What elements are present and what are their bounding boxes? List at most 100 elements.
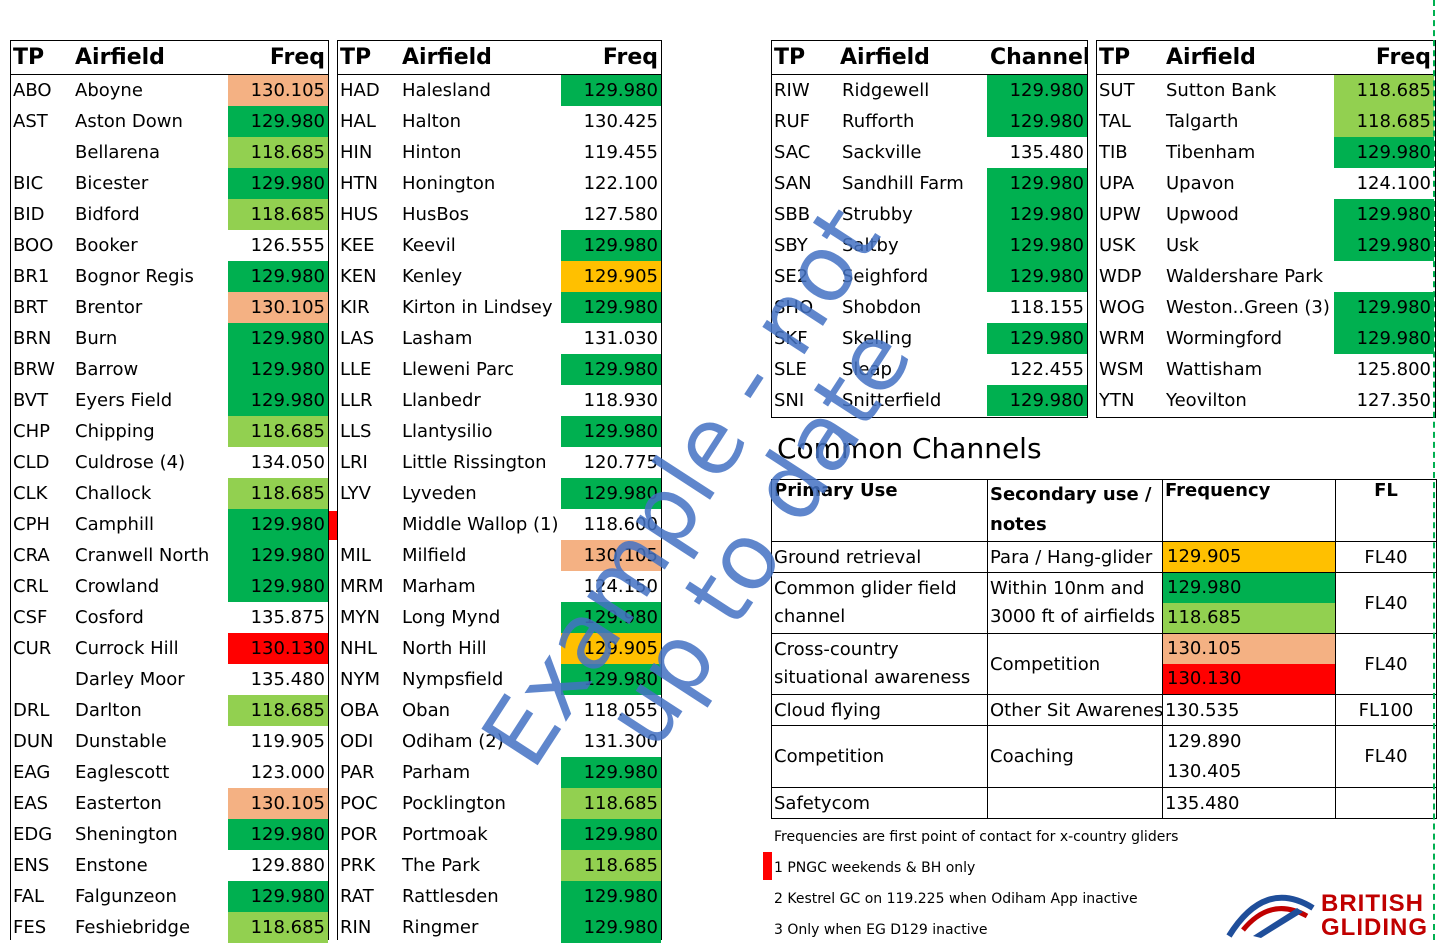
airfield-cell: Wormingford bbox=[1166, 328, 1283, 349]
tp-cell: BR1 bbox=[13, 266, 50, 287]
airfield-cell: Lleweni Parc bbox=[402, 359, 515, 380]
airfield-cell: Portmoak bbox=[402, 824, 488, 845]
tp-cell: BIC bbox=[13, 173, 44, 194]
tp-cell: DRL bbox=[13, 700, 50, 721]
freq-cell: 127.580 bbox=[561, 199, 661, 230]
tp-cell: SUT bbox=[1099, 80, 1135, 101]
airfield-cell: Dunstable bbox=[75, 731, 167, 752]
table-row: MIL Milfield 130.105 bbox=[337, 540, 661, 571]
freq-cell: 135.480 bbox=[987, 137, 1087, 168]
table-row: OBA Oban 118.055 bbox=[337, 695, 661, 726]
tp-cell: BID bbox=[13, 204, 45, 225]
tp-cell: LLE bbox=[340, 359, 372, 380]
cc-primary: Common glider field channel bbox=[771, 572, 988, 634]
freq-cell: 126.555 bbox=[228, 230, 328, 261]
table-row: USK Usk 129.980 bbox=[1096, 230, 1434, 261]
table-1-frame bbox=[10, 40, 329, 940]
table-row: SUT Sutton Bank 118.685 bbox=[1096, 74, 1434, 106]
tp-cell: RUF bbox=[774, 111, 811, 132]
cc-secondary: Other Sit Awarenes bbox=[987, 694, 1163, 726]
freq-cell: 122.100 bbox=[561, 168, 661, 199]
freq-cell: 129.980 bbox=[987, 168, 1087, 199]
freq-cell: 129.980 bbox=[228, 881, 328, 912]
table-row: SAN Sandhill Farm 129.980 bbox=[771, 168, 1087, 199]
freq-cell: 129.980 bbox=[561, 757, 661, 788]
freq-cell: 129.980 bbox=[228, 571, 328, 602]
airfield-cell: Llanbedr bbox=[402, 390, 481, 411]
header-channel: Channel bbox=[987, 40, 1087, 75]
table-row: UPA Upavon 124.100 bbox=[1096, 168, 1434, 199]
table-row: BRW Barrow 129.980 bbox=[10, 354, 328, 385]
airfield-cell: Middle Wallop (1) bbox=[402, 514, 559, 535]
tp-cell: EDG bbox=[13, 824, 53, 845]
header-airfield: Airfield bbox=[396, 40, 561, 75]
tp-cell: CLD bbox=[13, 452, 50, 473]
tp-cell: RIN bbox=[340, 917, 372, 938]
tp-cell: KIR bbox=[340, 297, 370, 318]
cc-frequency: 130.105 bbox=[1163, 634, 1335, 664]
header-airfield: Airfield bbox=[1160, 40, 1334, 75]
tp-cell: TIB bbox=[1099, 142, 1128, 163]
tp-cell: RAT bbox=[340, 886, 374, 907]
cc-primary: Cloud flying bbox=[771, 694, 988, 726]
freq-cell bbox=[1334, 261, 1434, 292]
tp-cell: CSF bbox=[13, 607, 48, 628]
cc-frequency: 129.905 bbox=[1163, 542, 1335, 572]
airfield-table-1: TP Airfield Freq ABO Aboyne 130.105 AST Asto… bbox=[10, 40, 328, 943]
airfield-cell: Upwood bbox=[1166, 204, 1239, 225]
table-row: RUF Rufforth 129.980 bbox=[771, 106, 1087, 137]
cc-frequency: 130.535 bbox=[1162, 694, 1336, 726]
tp-cell: NHL bbox=[340, 638, 378, 659]
logo-line-2: GLIDING bbox=[1321, 914, 1428, 941]
airfield-cell: Currock Hill bbox=[75, 638, 179, 659]
cc-fl: FL100 bbox=[1335, 694, 1437, 726]
cc-primary: Cross-country situational awareness bbox=[771, 633, 988, 695]
airfield-cell: Lasham bbox=[402, 328, 473, 349]
table-row: RIN Ringmer 129.980 bbox=[337, 912, 661, 943]
table-row: MYN Long Mynd 129.980 bbox=[337, 602, 661, 633]
table-row: HTN Honington 122.100 bbox=[337, 168, 661, 199]
freq-cell: 130.130 bbox=[228, 633, 328, 664]
table-row: HUS HusBos 127.580 bbox=[337, 199, 661, 230]
airfield-cell: Enstone bbox=[75, 855, 148, 876]
cc-row: Cross-country situational awareness Comp… bbox=[771, 633, 1437, 695]
common-channels-title: Common Channels bbox=[777, 432, 1042, 465]
tp-cell: SAC bbox=[774, 142, 811, 163]
airfield-cell: Snitterfield bbox=[842, 390, 942, 411]
freq-cell: 134.050 bbox=[228, 447, 328, 478]
airfield-cell: Sandhill Farm bbox=[842, 173, 964, 194]
freq-cell: 131.300 bbox=[561, 726, 661, 757]
freq-cell: 129.980 bbox=[1334, 230, 1434, 261]
cc-fl: FL40 bbox=[1335, 541, 1437, 573]
cc-secondary: Coaching bbox=[987, 725, 1163, 788]
airfield-cell: Camphill bbox=[75, 514, 154, 535]
table-row: LRI Little Rissington 120.775 bbox=[337, 447, 661, 478]
table-row: EDG Shenington 129.980 bbox=[10, 819, 328, 850]
airfield-cell: Sleap bbox=[842, 359, 892, 380]
airfield-cell: Yeovilton bbox=[1166, 390, 1247, 411]
freq-cell: 129.980 bbox=[228, 261, 328, 292]
airfield-cell: Talgarth bbox=[1166, 111, 1239, 132]
airfield-cell: Marham bbox=[402, 576, 476, 597]
table-row: SE2 Seighford 129.980 bbox=[771, 261, 1087, 292]
tp-cell: LAS bbox=[340, 328, 375, 349]
airfield-cell: Ringmer bbox=[402, 917, 479, 938]
airfield-cell: Skelling bbox=[842, 328, 913, 349]
freq-cell: 124.150 bbox=[561, 571, 661, 602]
cc-secondary bbox=[987, 787, 1163, 819]
airfield-cell: Booker bbox=[75, 235, 138, 256]
freq-cell: 129.980 bbox=[228, 354, 328, 385]
tp-cell: SE2 bbox=[774, 266, 809, 287]
tp-cell: MIL bbox=[340, 545, 371, 566]
airfield-cell: Kirton in Lindsey bbox=[402, 297, 553, 318]
tp-cell: FES bbox=[13, 917, 47, 938]
table-row: BVT Eyers Field 129.980 bbox=[10, 385, 328, 416]
freq-cell: 129.980 bbox=[561, 230, 661, 261]
table-row: BID Bidford 118.685 bbox=[10, 199, 328, 230]
table-row: LLE Lleweni Parc 129.980 bbox=[337, 354, 661, 385]
airfield-cell: Strubby bbox=[842, 204, 913, 225]
tp-cell: ABO bbox=[13, 80, 52, 101]
tp-cell: SBB bbox=[774, 204, 811, 225]
airfield-cell: Milfield bbox=[402, 545, 467, 566]
airfield-table-4: TP Airfield Freq SUT Sutton Bank 118.685 TA… bbox=[1096, 40, 1434, 416]
